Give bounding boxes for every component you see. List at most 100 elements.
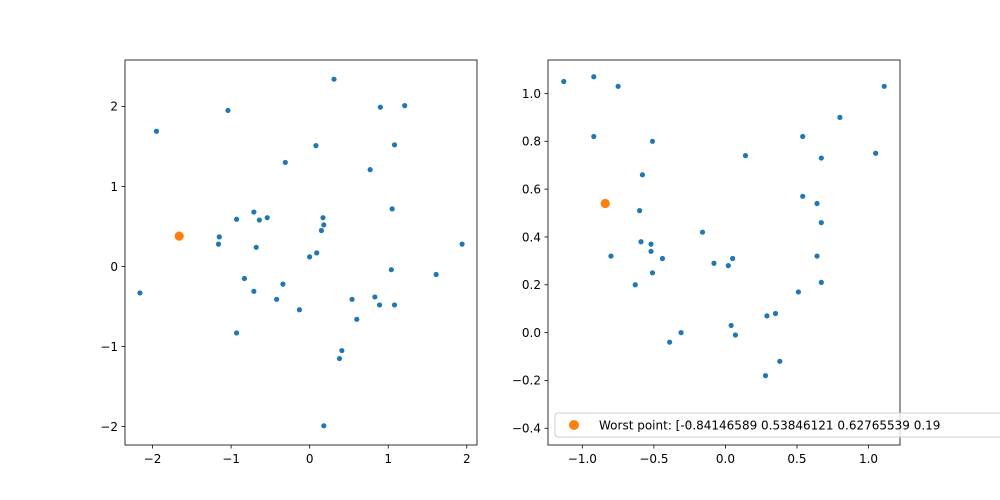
data-point: [678, 330, 684, 336]
y-tick-label: −0.2: [512, 374, 541, 388]
data-point: [795, 289, 802, 295]
data-point: [349, 296, 355, 302]
y-tick-label: −1: [100, 340, 118, 354]
x-tick-label: 0: [306, 452, 314, 466]
data-point: [632, 282, 638, 288]
data-point: [732, 332, 739, 338]
y-tick-label: −0.4: [512, 422, 541, 436]
data-point: [377, 104, 383, 110]
data-point: [215, 241, 222, 247]
legend-box: [554, 412, 1000, 438]
data-point: [402, 103, 408, 109]
data-point: [320, 215, 326, 221]
y-tick-label: 0.4: [522, 230, 541, 244]
data-point: [818, 220, 824, 226]
data-point: [388, 267, 394, 273]
data-point: [372, 294, 378, 300]
data-point: [742, 153, 749, 159]
data-point: [608, 253, 614, 259]
data-point: [818, 279, 824, 285]
data-point: [881, 83, 887, 89]
data-point: [233, 216, 240, 222]
data-point: [699, 229, 706, 235]
data-point: [367, 167, 373, 173]
y-tick-label: 0.0: [522, 326, 541, 340]
data-point: [233, 330, 240, 336]
data-point: [376, 302, 383, 308]
x-tick-label: −1.0: [568, 452, 597, 466]
y-tick-label: 0.8: [522, 135, 541, 149]
x-tick-label: 1.0: [859, 452, 878, 466]
legend: Worst point: [-0.84146589 0.53846121 0.6…: [554, 412, 1000, 438]
data-point: [391, 142, 398, 148]
legend-label: Worst point: [-0.84146589 0.53846121 0.6…: [599, 419, 940, 433]
data-point: [659, 255, 666, 262]
data-point: [253, 244, 259, 250]
data-point: [711, 260, 717, 266]
data-point: [561, 78, 567, 85]
data-point: [264, 215, 270, 221]
data-point: [251, 209, 257, 215]
data-point: [153, 128, 160, 134]
data-point: [800, 133, 806, 140]
data-point: [667, 339, 673, 345]
axes-frame: [124, 59, 478, 446]
data-point: [251, 288, 257, 294]
data-point: [274, 296, 280, 302]
y-tick-label: 1: [110, 180, 118, 194]
data-point: [648, 241, 654, 247]
data-point: [591, 74, 597, 80]
y-tick-label: 2: [110, 100, 118, 114]
x-tick-label: 1: [384, 452, 392, 466]
data-point: [354, 316, 360, 322]
data-point: [648, 248, 654, 254]
left-scatter-plot: −2 −1 0 1 2 −2 −1 0 1 2: [100, 59, 478, 466]
x-tick-label: −1: [222, 452, 240, 466]
y-tick-label: −2: [100, 420, 118, 434]
data-point: [137, 290, 143, 296]
data-point: [814, 200, 820, 207]
data-point: [729, 255, 736, 262]
data-point: [459, 241, 465, 247]
data-point: [313, 143, 319, 149]
data-point: [638, 239, 644, 245]
data-point: [241, 275, 248, 282]
data-point: [331, 76, 337, 82]
data-point: [280, 281, 286, 287]
data-point: [725, 263, 731, 269]
data-point: [314, 250, 320, 256]
data-point: [814, 253, 820, 259]
x-tick-label: −0.5: [639, 452, 668, 466]
worst-point-marker: [174, 231, 184, 241]
data-point: [321, 423, 327, 429]
y-tick-label: 0.6: [522, 182, 541, 196]
right-scatter-plot: −1.0 −0.5 0.0 0.5 1.0 −0.4 −0.2 0.0 0.2 0.4 0.6 0.8…: [512, 59, 901, 466]
worst-point-marker: [600, 198, 610, 209]
data-point: [318, 227, 325, 234]
x-tick-label: −2: [144, 452, 162, 466]
data-point: [649, 270, 656, 276]
data-point: [818, 155, 824, 161]
data-point: [591, 133, 597, 140]
data-point: [433, 271, 439, 278]
data-point: [307, 254, 313, 260]
x-tick-label: 0.5: [787, 452, 806, 466]
data-point: [639, 172, 646, 178]
data-point: [728, 322, 734, 329]
data-point: [321, 222, 327, 228]
data-point: [837, 114, 843, 120]
axes-frame: [547, 59, 901, 446]
data-point: [800, 193, 806, 199]
data-point: [256, 217, 262, 223]
y-tick-label: 0.2: [522, 278, 541, 292]
data-point: [636, 208, 643, 214]
data-point: [389, 206, 395, 212]
x-tick-label: 0.0: [716, 452, 735, 466]
data-point: [339, 347, 345, 354]
data-point: [615, 83, 621, 89]
x-tick-label: 2: [463, 452, 471, 466]
data-point: [225, 107, 231, 114]
y-tick-label: 0: [110, 260, 118, 274]
data-point: [764, 313, 770, 319]
